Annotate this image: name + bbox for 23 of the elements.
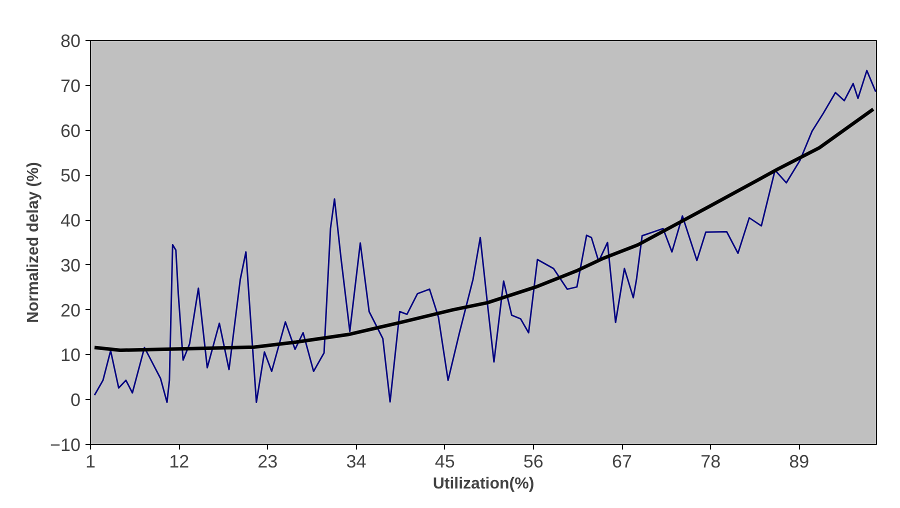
y-tick-label: 30 xyxy=(60,255,81,276)
x-tick-label: 45 xyxy=(434,452,455,472)
line-series xyxy=(92,107,876,352)
x-tick-label: 34 xyxy=(346,452,366,472)
y-tick-label: 0 xyxy=(70,390,81,410)
y-axis-title: Normalized delay (%) xyxy=(24,162,42,323)
x-tick-label: 23 xyxy=(258,452,278,472)
y-tick-label: 80 xyxy=(60,31,81,51)
y-tick-label: 40 xyxy=(60,210,81,231)
y-tick-label: 20 xyxy=(60,300,81,320)
y-tick-label: −10 xyxy=(50,435,81,455)
x-tick-label: 67 xyxy=(612,452,632,472)
y-tick-label: 50 xyxy=(60,166,81,186)
x-tick-label: 56 xyxy=(523,452,544,472)
x-axis-title: Utilization(%) xyxy=(432,476,534,492)
x-tick-label: 78 xyxy=(700,452,721,472)
y-tick-label: 70 xyxy=(60,76,81,96)
x-tick-label: 1 xyxy=(85,452,96,472)
y-tick-label: 10 xyxy=(60,345,81,366)
x-tick-label: 89 xyxy=(789,452,810,472)
y-tick-label: 60 xyxy=(60,120,81,141)
x-tick-label: 12 xyxy=(169,452,190,472)
line-series xyxy=(94,70,876,404)
